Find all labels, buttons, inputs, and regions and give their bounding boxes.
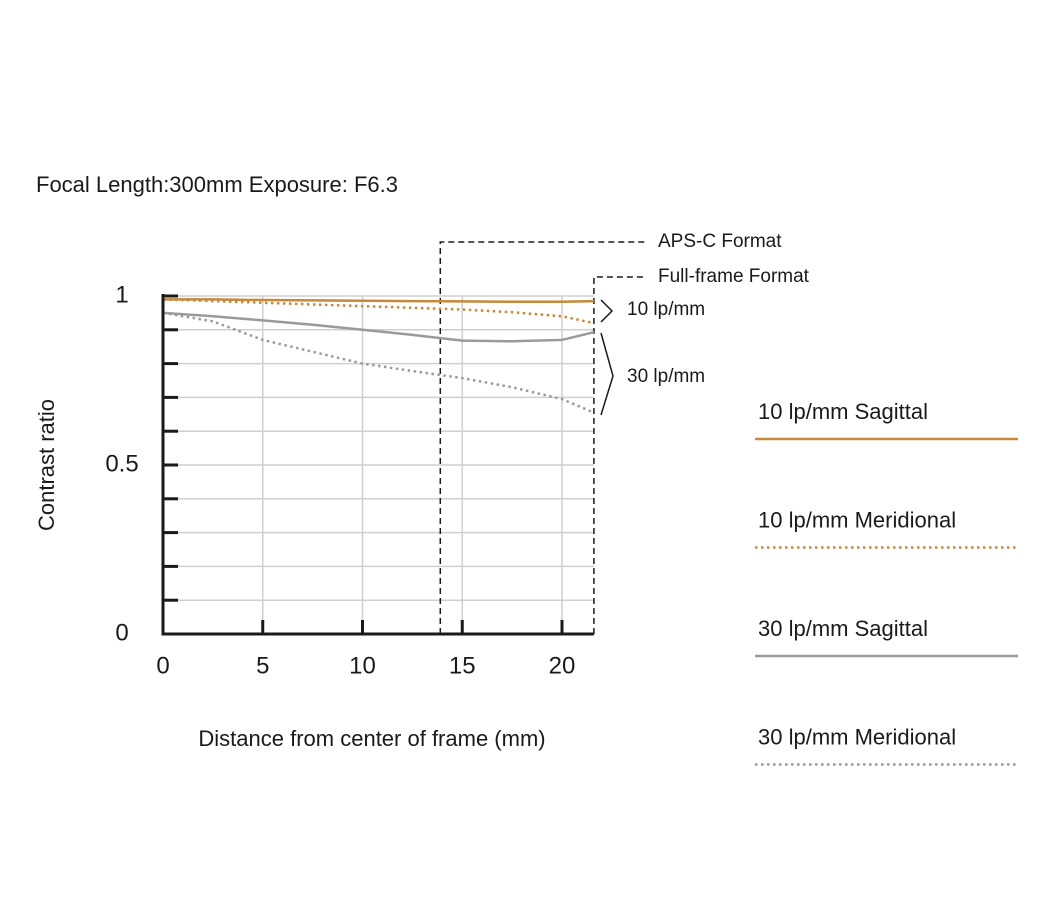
series-line — [162, 311, 595, 343]
series-line — [162, 298, 595, 325]
format-line — [439, 241, 645, 634]
x-tick-label: 5 — [256, 652, 269, 679]
group-label: 30 lp/mm — [627, 366, 705, 387]
x-tick-label: 15 — [449, 652, 476, 679]
group-bracket — [600, 332, 614, 416]
legend-label: 10 lp/mm Sagittal — [758, 399, 928, 424]
chart-title: Focal Length:300mm Exposure: F6.3 — [36, 172, 398, 197]
x-tick-label: 0 — [156, 652, 169, 679]
legend-label: 30 lp/mm Sagittal — [758, 616, 928, 641]
series-line — [163, 298, 594, 303]
y-tick-label: 0 — [115, 619, 128, 646]
format-label: Full-frame Format — [658, 266, 810, 287]
y-tick-label: 1 — [115, 281, 128, 308]
x-tick-label: 10 — [349, 652, 376, 679]
legend-label: 10 lp/mm Meridional — [758, 507, 956, 532]
format-line — [593, 276, 645, 634]
legend-label: 30 lp/mm Meridional — [758, 724, 956, 749]
format-label: APS-C Format — [658, 231, 782, 252]
group-label: 10 lp/mm — [627, 299, 705, 320]
y-tick-label: 0.5 — [105, 450, 138, 477]
x-tick-label: 20 — [549, 652, 576, 679]
x-axis-label: Distance from center of frame (mm) — [198, 726, 545, 751]
group-bracket — [600, 299, 614, 323]
y-axis-label: Contrast ratio — [34, 399, 59, 531]
